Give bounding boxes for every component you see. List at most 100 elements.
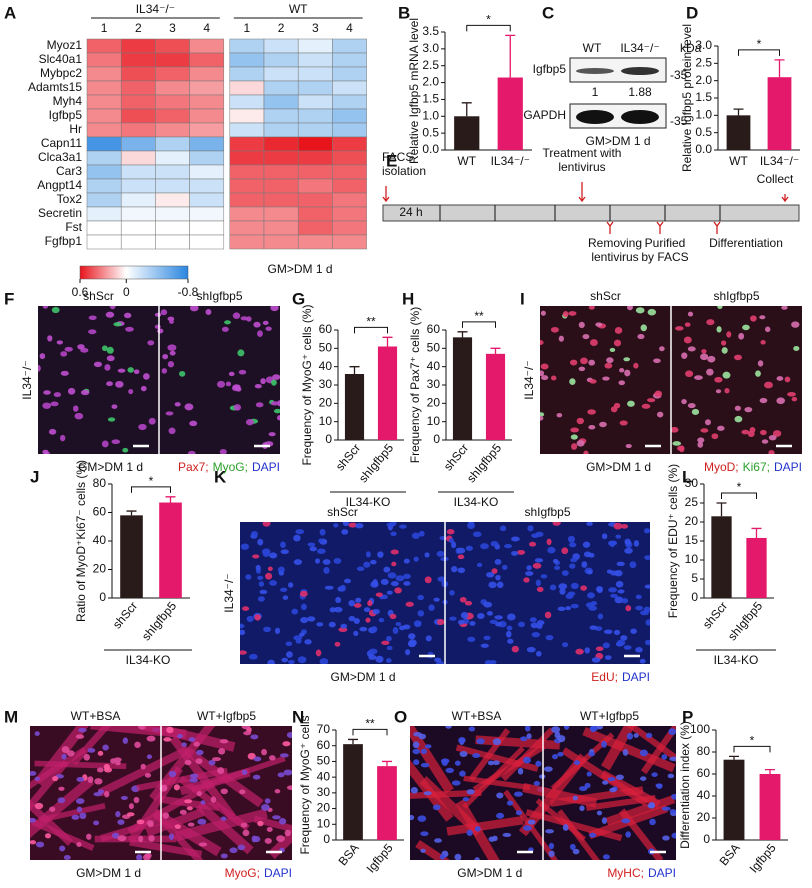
nucleus [616, 639, 626, 646]
nucleus [216, 380, 226, 388]
heatmap-cell [297, 164, 333, 180]
column-label: shScr [590, 289, 621, 303]
column-label: 3 [169, 21, 176, 35]
heatmap-cell [229, 192, 265, 208]
x-tick-label: shScr [110, 599, 140, 632]
condition-label: GM>DM 1 d [457, 866, 522, 880]
heatmap-cell [297, 66, 333, 82]
y-tick-label: 60 [427, 322, 441, 336]
nucleus [417, 594, 424, 601]
nucleus [101, 345, 108, 352]
nucleus [122, 737, 129, 744]
nucleus [562, 642, 569, 648]
nucleus [410, 787, 418, 794]
nucleus [721, 347, 728, 354]
nucleus [552, 522, 561, 526]
heatmap-cell [120, 66, 156, 82]
nucleus [383, 566, 391, 573]
nucleus [590, 726, 597, 733]
fiber [30, 759, 69, 816]
nucleus [319, 658, 329, 664]
nucleus [179, 370, 186, 377]
nucleus [245, 574, 252, 580]
nucleus [93, 361, 103, 368]
nucleus [262, 522, 271, 527]
nucleus [353, 603, 362, 608]
nucleus [491, 568, 498, 574]
nucleus [644, 584, 650, 589]
fiber [174, 808, 268, 842]
nucleus [66, 750, 75, 757]
nucleus [403, 581, 411, 586]
nucleus [601, 533, 608, 540]
nucleus [473, 531, 482, 538]
y-axis-label: Differentiation index (%) [678, 721, 692, 849]
nucleus [533, 780, 540, 787]
y-tick-label: 0 [691, 590, 698, 604]
nucleus [101, 440, 109, 448]
nucleus [492, 760, 500, 766]
nucleus [662, 835, 670, 841]
nucleus [197, 818, 207, 825]
heatmap-cell [86, 52, 122, 68]
x-tick-label: shScr [441, 441, 471, 474]
significance-bracket [131, 486, 171, 493]
nucleus [484, 660, 492, 664]
x-tick-label: Igfbp5 [747, 841, 779, 876]
nucleus [408, 633, 416, 640]
heatmap-cell [189, 80, 225, 96]
nucleus [572, 795, 578, 801]
band [576, 110, 614, 124]
heatmap-cell [155, 136, 190, 152]
y-tick-label: 60 [319, 322, 333, 336]
nucleus [458, 737, 466, 744]
nucleus [468, 726, 476, 732]
nucleus [389, 613, 397, 620]
nucleus [333, 523, 339, 528]
nucleus [506, 800, 514, 806]
nucleus [540, 412, 545, 417]
heatmap-cell [189, 122, 225, 138]
nucleus [523, 577, 530, 583]
nucleus [276, 415, 280, 421]
nucleus [385, 658, 392, 663]
panel-letter: F [4, 289, 14, 308]
quantification-label: 1 [592, 85, 599, 99]
nucleus [277, 566, 285, 574]
panel-letter: H [402, 289, 414, 308]
nucleus [417, 815, 427, 822]
nucleus [240, 623, 245, 629]
nucleus [299, 632, 305, 637]
heatmap-cell [86, 38, 122, 54]
panel-letter: D [686, 3, 698, 22]
nucleus [439, 535, 447, 541]
nucleus [240, 543, 250, 550]
nucleus [615, 580, 624, 588]
nucleus [243, 731, 252, 736]
micrograph-content [38, 306, 280, 454]
nucleus [315, 558, 321, 564]
column-label: 1 [244, 21, 251, 35]
error-bar [461, 102, 472, 117]
nucleus [466, 789, 475, 795]
significance-bracket [352, 728, 388, 736]
nucleus [257, 575, 264, 581]
condition-label: GM>DM 1 d [586, 460, 651, 474]
heatmap-cell [155, 80, 190, 96]
nucleus [299, 590, 308, 597]
heatmap-cell [189, 220, 225, 236]
nucleus [596, 810, 603, 816]
y-tick-label: 15 [685, 533, 699, 547]
nucleus [518, 621, 525, 628]
fiber [30, 776, 95, 840]
nucleus [324, 585, 334, 590]
heatmap-cell [297, 150, 333, 166]
heatmap-cell [120, 220, 156, 236]
nucleus [240, 650, 247, 655]
nucleus [596, 726, 604, 730]
nucleus [637, 333, 645, 340]
nucleus [486, 611, 493, 616]
nucleus [588, 425, 596, 430]
x-tick-label: shIgfbp5 [356, 441, 397, 486]
nucleus [59, 845, 66, 852]
